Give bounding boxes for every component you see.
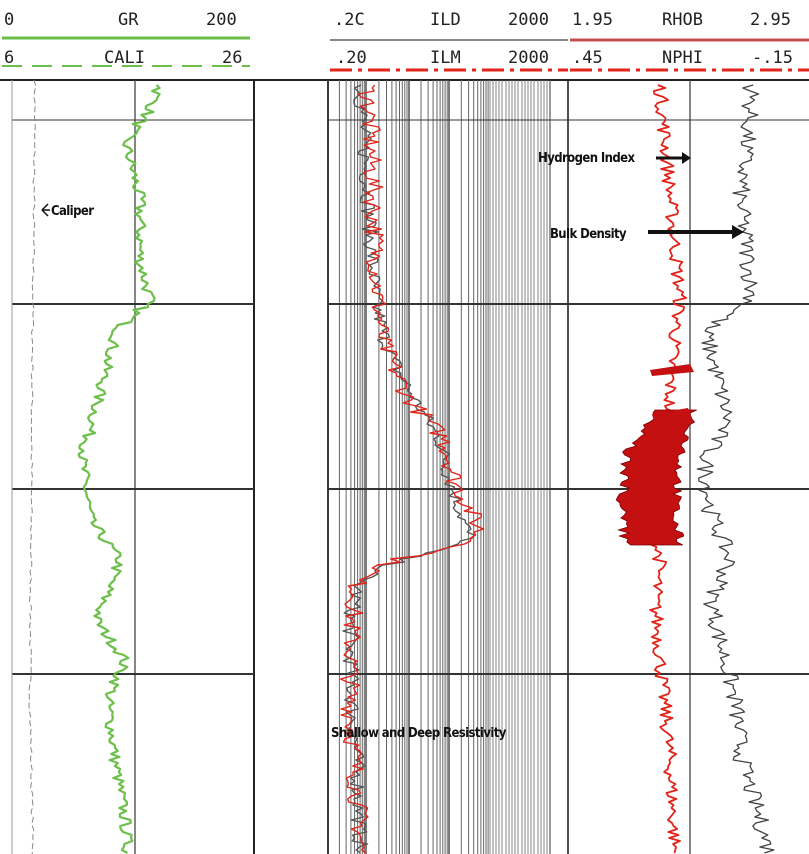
gr-mnemonic: GR (118, 10, 139, 30)
crossover-fill (650, 364, 694, 376)
curves (28, 79, 775, 854)
arrow-left-icon (41, 203, 49, 217)
bulk-density-annotation: Bulk Density (550, 225, 744, 242)
resistivity-shallow-curve (339, 84, 485, 854)
arrow-right-icon (732, 225, 744, 239)
caliper-annotation: Caliper (41, 203, 95, 219)
nphi-scale-max: -.15 (752, 48, 793, 68)
resistivity-label: Shallow and Deep Resistivity (331, 726, 507, 741)
cali-scale-max: 26 (222, 48, 242, 68)
gr-curve (77, 84, 161, 854)
arrow-right-icon (682, 152, 691, 164)
nphi-mnemonic: NPHI (662, 48, 703, 68)
rhob-scale-min: 1.95 (572, 10, 613, 30)
grid (11, 80, 809, 854)
bulk-density-label: Bulk Density (550, 227, 627, 242)
caliper-curve (28, 79, 37, 854)
gr-scale-max: 200 (206, 10, 237, 30)
rhob-scale-max: 2.95 (750, 10, 791, 30)
crossover-fill (652, 408, 692, 422)
ild-scale-max: 2000 (508, 10, 549, 30)
ild-scale-min: .2C (334, 10, 365, 30)
gr-scale-min: 0 (4, 10, 14, 30)
nphi-scale-min: .45 (572, 48, 603, 68)
ilm-mnemonic: ILM (430, 48, 461, 68)
caliper-label: Caliper (51, 204, 94, 219)
crossover-fill (615, 409, 697, 546)
nphi-curve (696, 84, 775, 854)
rhob-mnemonic: RHOB (662, 10, 703, 30)
cali-mnemonic: CALI (104, 48, 145, 68)
ilm-scale-max: 2000 (508, 48, 549, 68)
hydrogen-index-label: Hydrogen Index (538, 151, 635, 166)
annotations: Caliper Hydrogen Index Bulk Density Shal… (41, 151, 744, 741)
ild-mnemonic: ILD (430, 10, 461, 30)
hydrogen-index-annotation: Hydrogen Index (538, 151, 691, 166)
ilm-scale-min: .20 (336, 48, 367, 68)
header: 0 GR 200 6 CALI 26 .2C ILD 2000 .20 ILM … (4, 10, 793, 68)
cali-scale-min: 6 (4, 48, 14, 68)
